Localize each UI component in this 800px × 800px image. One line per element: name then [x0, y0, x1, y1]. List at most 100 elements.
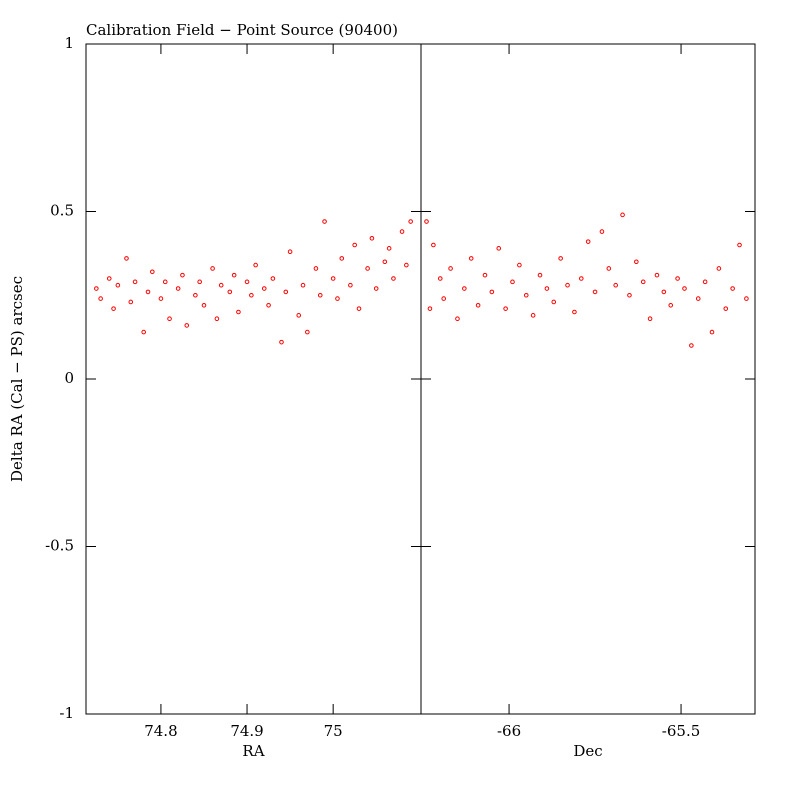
- point: [437, 276, 443, 281]
- x-tick-label: 74.9: [230, 722, 263, 740]
- point: [180, 272, 185, 278]
- point: [162, 279, 168, 285]
- point: [348, 282, 353, 288]
- point: [565, 282, 570, 288]
- point: [111, 306, 116, 311]
- point: [468, 256, 474, 261]
- point: [668, 303, 674, 308]
- point: [158, 296, 164, 301]
- x-tick-label: -65.5: [662, 722, 700, 740]
- point: [695, 296, 701, 301]
- point: [287, 249, 293, 254]
- point: [702, 279, 708, 285]
- point: [640, 279, 646, 285]
- point: [317, 292, 323, 298]
- point: [339, 256, 345, 261]
- point: [730, 286, 735, 291]
- point: [585, 239, 591, 244]
- y-tick-label: -1: [59, 704, 74, 722]
- point: [270, 276, 276, 281]
- point: [322, 219, 327, 224]
- point: [218, 282, 224, 288]
- point: [300, 282, 306, 288]
- point: [462, 286, 467, 291]
- point: [253, 262, 258, 268]
- point: [197, 279, 202, 285]
- point: [386, 246, 392, 251]
- point: [427, 306, 433, 311]
- point: [132, 279, 138, 285]
- point: [106, 276, 112, 281]
- point: [352, 242, 357, 248]
- point: [184, 323, 190, 328]
- point: [654, 272, 660, 278]
- point: [279, 339, 284, 345]
- point: [115, 282, 121, 288]
- point: [399, 229, 405, 234]
- point: [369, 236, 375, 241]
- point: [150, 269, 155, 275]
- point: [523, 292, 529, 298]
- point: [537, 272, 543, 278]
- point: [236, 309, 241, 315]
- point: [98, 296, 103, 301]
- point: [620, 212, 625, 218]
- point: [496, 246, 502, 251]
- point: [424, 219, 429, 224]
- point: [193, 292, 198, 298]
- x-tick-label: -66: [497, 722, 521, 740]
- point: [335, 296, 340, 301]
- point: [737, 242, 742, 248]
- point: [296, 313, 302, 318]
- point: [441, 296, 447, 301]
- point: [145, 289, 151, 295]
- point: [723, 306, 729, 311]
- point: [124, 256, 129, 261]
- point: [475, 303, 481, 308]
- point: [365, 266, 370, 271]
- point: [305, 329, 310, 335]
- point: [572, 309, 577, 315]
- point: [373, 286, 379, 291]
- plot-frame: [85, 43, 422, 715]
- point: [227, 289, 233, 295]
- point: [382, 259, 388, 265]
- point: [551, 299, 557, 305]
- point: [503, 306, 508, 311]
- point: [455, 316, 460, 322]
- point: [201, 303, 207, 308]
- point: [141, 329, 146, 335]
- point: [283, 289, 289, 295]
- point: [599, 229, 605, 234]
- point: [510, 279, 515, 285]
- point: [214, 316, 220, 322]
- point: [689, 343, 694, 348]
- point: [627, 292, 632, 298]
- point: [94, 286, 99, 291]
- x-axis-label: RA: [242, 742, 264, 760]
- point: [675, 276, 680, 281]
- point: [606, 266, 612, 271]
- point: [249, 292, 254, 298]
- point: [175, 286, 181, 291]
- point: [558, 256, 563, 261]
- point: [489, 289, 495, 295]
- point: [709, 329, 715, 335]
- x-axis-label: Dec: [573, 742, 602, 760]
- point: [448, 266, 453, 271]
- point: [266, 303, 271, 308]
- point: [578, 276, 584, 281]
- y-tick-label: -0.5: [45, 537, 74, 555]
- point: [356, 306, 362, 311]
- point: [592, 289, 598, 295]
- point: [391, 276, 396, 281]
- point: [431, 242, 436, 248]
- point: [517, 262, 522, 268]
- point: [128, 299, 134, 305]
- point: [613, 282, 618, 288]
- y-tick-label: 0.5: [50, 202, 74, 220]
- point: [313, 266, 319, 271]
- point: [244, 279, 250, 285]
- point: [716, 266, 722, 271]
